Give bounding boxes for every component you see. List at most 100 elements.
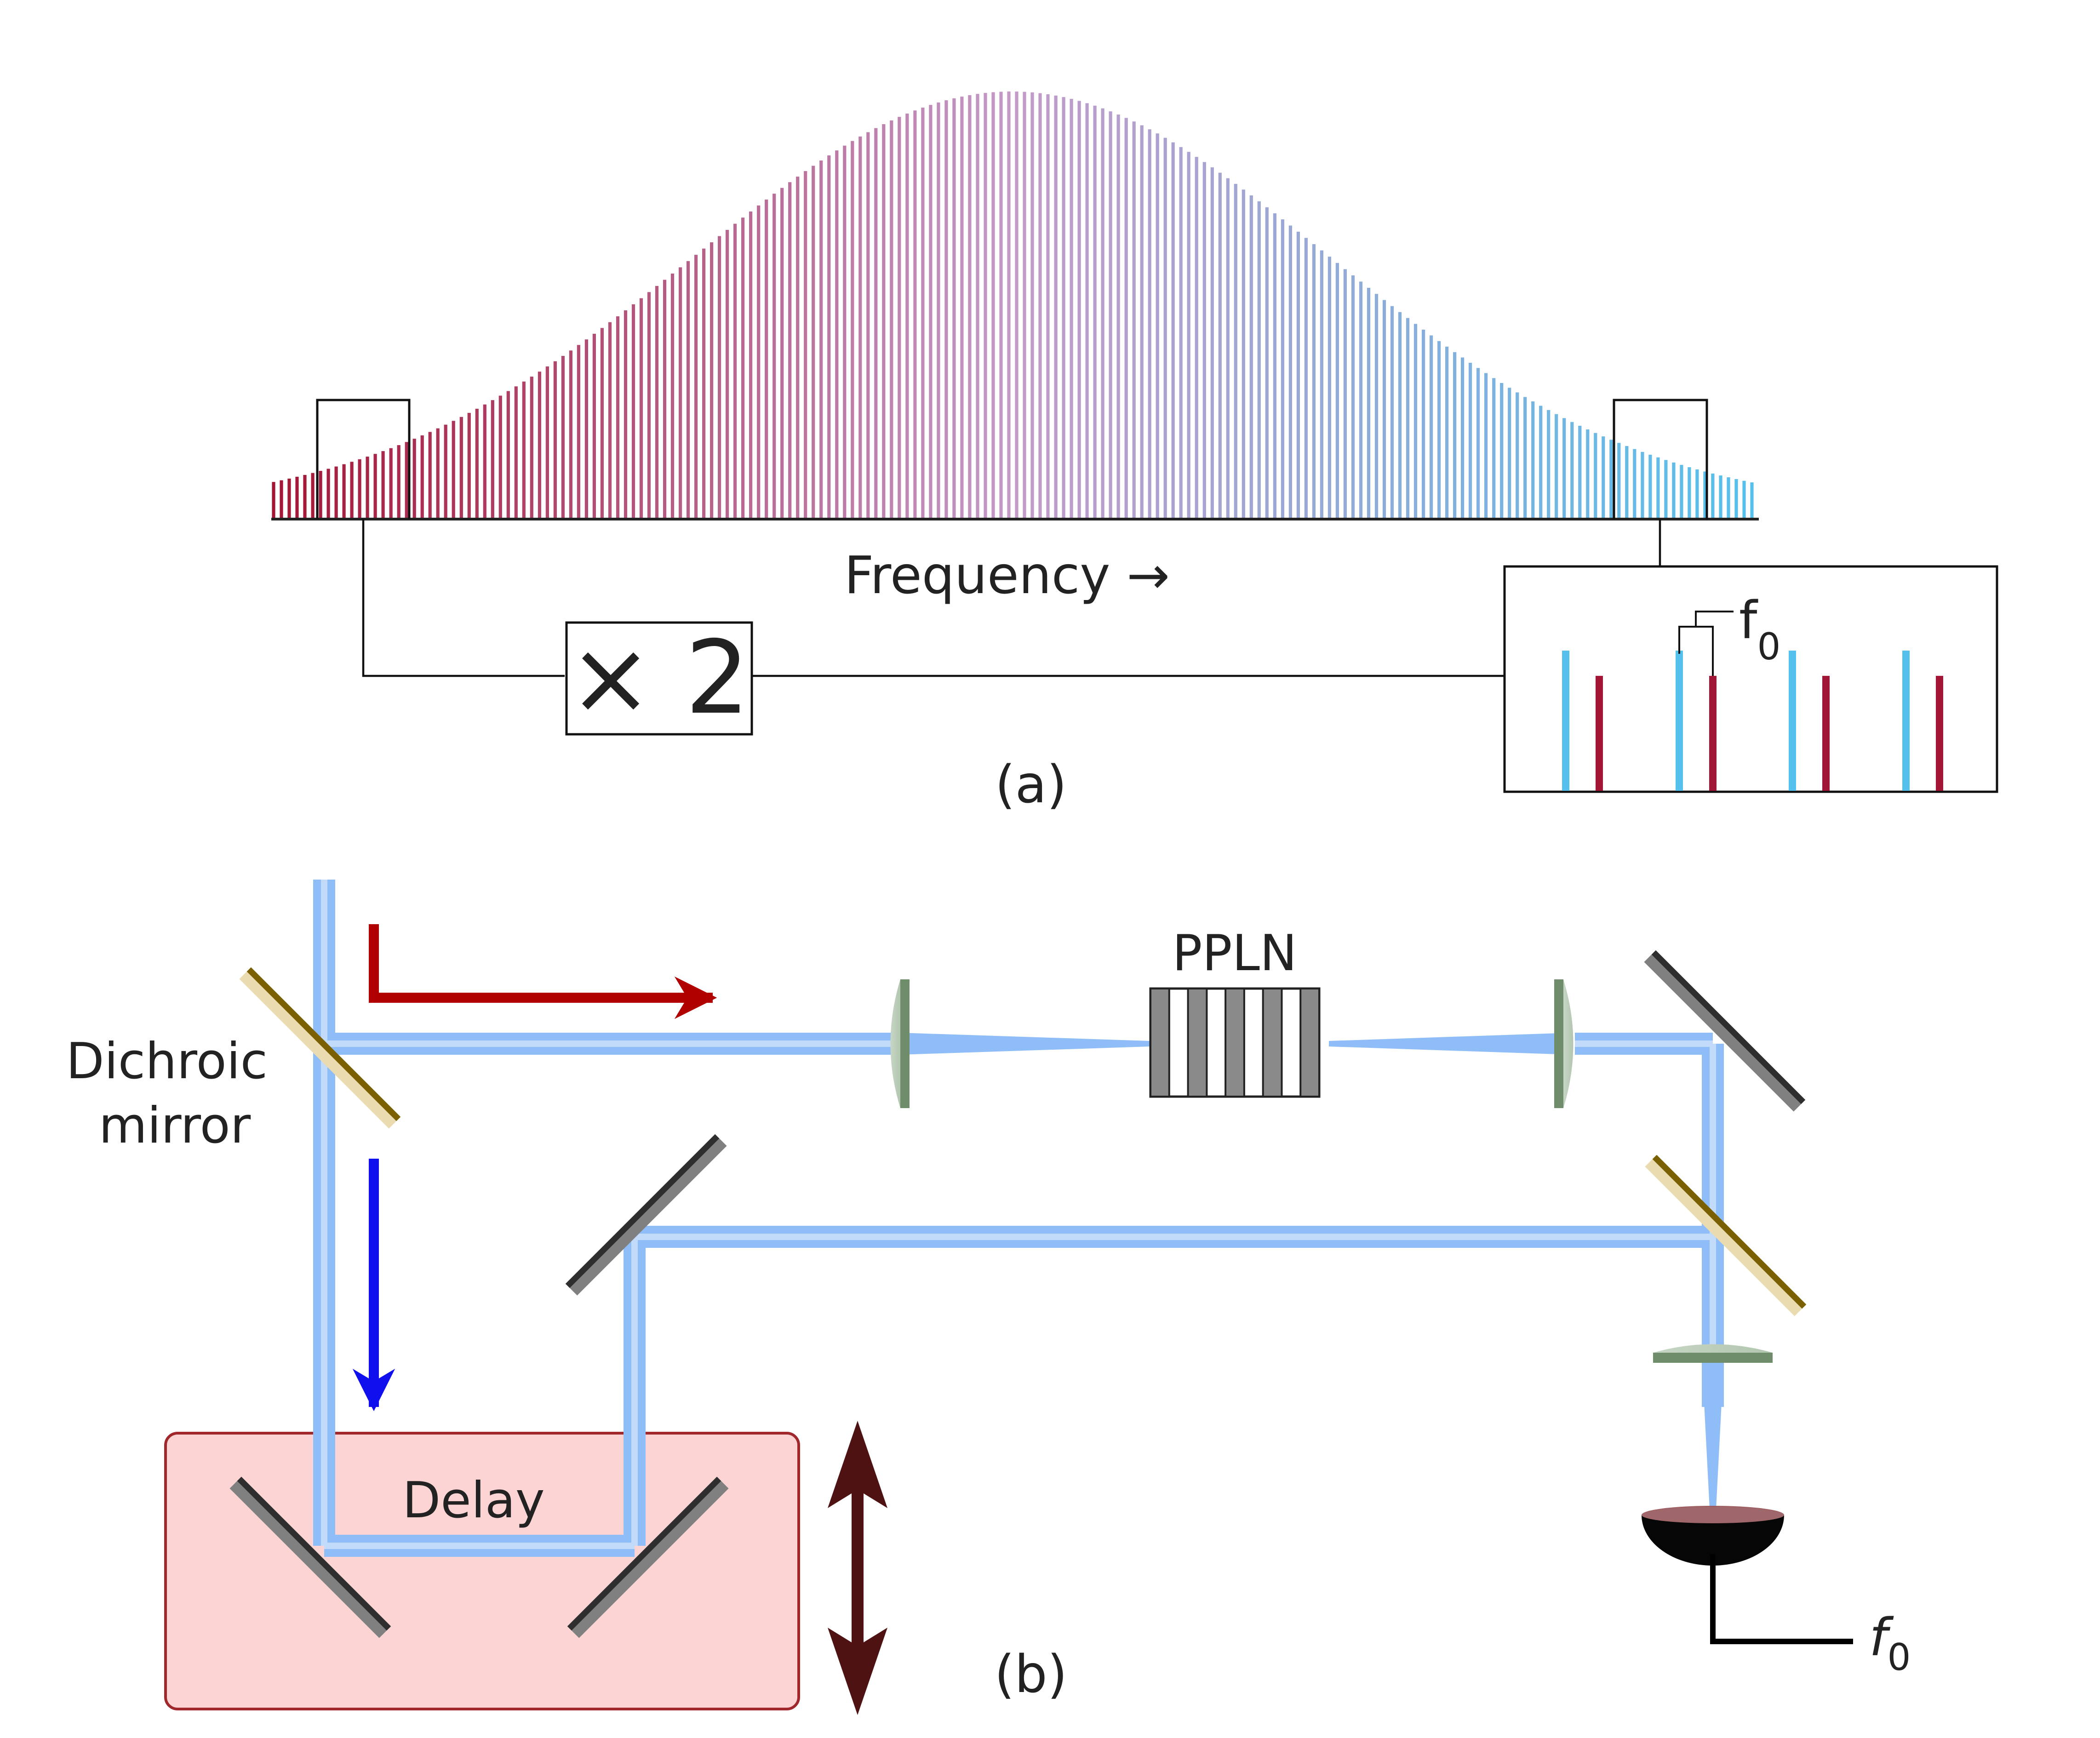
comb-line <box>1516 392 1519 518</box>
comb-line <box>812 166 815 518</box>
comb-line <box>545 366 549 518</box>
comb-line <box>1163 137 1167 518</box>
inset-red-line <box>1822 675 1830 791</box>
comb-line <box>592 333 596 518</box>
comb-line <box>1617 443 1621 518</box>
frequency-doubler-label: × 2 <box>568 619 750 737</box>
comb-line <box>608 322 612 518</box>
comb-line <box>718 236 721 518</box>
comb-line <box>882 124 886 518</box>
comb-line <box>1727 477 1730 518</box>
ppln-domain <box>1299 988 1320 1098</box>
inset-red-line <box>1596 675 1603 791</box>
comb-line <box>1711 473 1715 518</box>
comb-line <box>1492 378 1496 518</box>
delay-stage-label: Delay <box>402 1472 545 1529</box>
comb-line <box>366 457 369 518</box>
comb-line <box>1015 91 1019 519</box>
comb-line <box>1570 422 1574 518</box>
delay-stage-motion-arrow <box>828 1421 887 1715</box>
comb-line <box>866 132 870 518</box>
comb-line <box>1030 92 1034 518</box>
comb-line <box>287 478 291 518</box>
comb-line <box>670 274 675 518</box>
comb-line <box>929 105 933 518</box>
comb-line <box>1140 125 1144 518</box>
beat-note-inset-box <box>1503 565 1998 793</box>
comb-line <box>788 182 792 518</box>
comb-line <box>295 476 299 518</box>
inset-comb-lines <box>1562 651 1943 791</box>
comb-line <box>334 466 338 518</box>
comb-line <box>1195 157 1198 518</box>
comb-line <box>984 93 987 519</box>
comb-line <box>1523 397 1527 518</box>
comb-line <box>1382 300 1386 518</box>
comb-line <box>1202 162 1206 518</box>
comb-line <box>1648 455 1652 518</box>
collimating-lens <box>1554 979 1574 1108</box>
comb-line <box>1062 97 1065 519</box>
comb-line <box>1750 482 1754 518</box>
comb-line <box>600 328 604 518</box>
comb-line <box>1171 142 1175 519</box>
comb-line <box>1398 312 1402 518</box>
comb-line <box>757 205 761 518</box>
detector-lens <box>1653 1344 1773 1363</box>
comb-line <box>1374 294 1379 518</box>
detector-signal-line <box>1710 1554 1853 1644</box>
comb-line <box>350 462 354 518</box>
comb-line <box>1343 269 1347 518</box>
comb-line <box>999 91 1003 518</box>
comb-line <box>1109 111 1112 518</box>
comb-line <box>976 94 979 518</box>
offset-frequency-subscript: 0 <box>1757 625 1780 668</box>
comb-line <box>687 261 690 518</box>
laser-beam-path <box>313 880 1724 1557</box>
comb-line <box>561 356 565 518</box>
comb-line <box>1038 93 1042 518</box>
comb-line <box>1742 480 1746 518</box>
detector-output-subscript: 0 <box>1887 1636 1911 1679</box>
comb-line <box>1461 357 1465 518</box>
comb-line <box>358 459 361 518</box>
frequency-axis-label: Frequency → <box>844 546 1170 606</box>
comb-line <box>428 432 432 518</box>
comb-line <box>577 345 580 518</box>
comb-line <box>960 97 964 519</box>
comb-line <box>765 200 768 518</box>
comb-line <box>272 482 275 518</box>
comb-line <box>1156 133 1159 518</box>
comb-line <box>835 150 839 518</box>
comb-line <box>569 350 572 518</box>
comb-line <box>584 339 588 518</box>
inset-red-line <box>1936 675 1943 791</box>
comb-line <box>1320 250 1323 518</box>
comb-line <box>874 128 878 519</box>
ppln-domain <box>1225 988 1245 1098</box>
comb-line <box>1226 178 1230 519</box>
comb-line <box>1296 231 1300 518</box>
comb-line <box>280 480 283 518</box>
high-frequency-selection-bracket <box>1613 399 1708 519</box>
focusing-lens <box>890 979 910 1108</box>
comb-line <box>1688 467 1691 518</box>
comb-line <box>679 267 682 518</box>
ppln-poling-domains <box>1150 988 1320 1098</box>
comb-line <box>1304 238 1308 518</box>
inset-blue-line <box>1676 651 1683 791</box>
panel-b-caption: (b) <box>995 1645 1067 1704</box>
comb-line <box>616 316 620 518</box>
comb-line <box>1476 368 1480 518</box>
comb-line <box>444 424 447 518</box>
comb-line <box>1218 172 1222 519</box>
comb-line <box>944 100 948 519</box>
comb-line <box>968 95 972 518</box>
comb-line <box>726 230 729 518</box>
comb-line <box>1187 152 1190 518</box>
ppln-domain <box>1187 988 1208 1098</box>
inset-red-line <box>1709 675 1717 791</box>
comb-line <box>780 188 784 519</box>
inset-blue-line <box>1789 651 1796 791</box>
comb-line <box>311 473 315 518</box>
